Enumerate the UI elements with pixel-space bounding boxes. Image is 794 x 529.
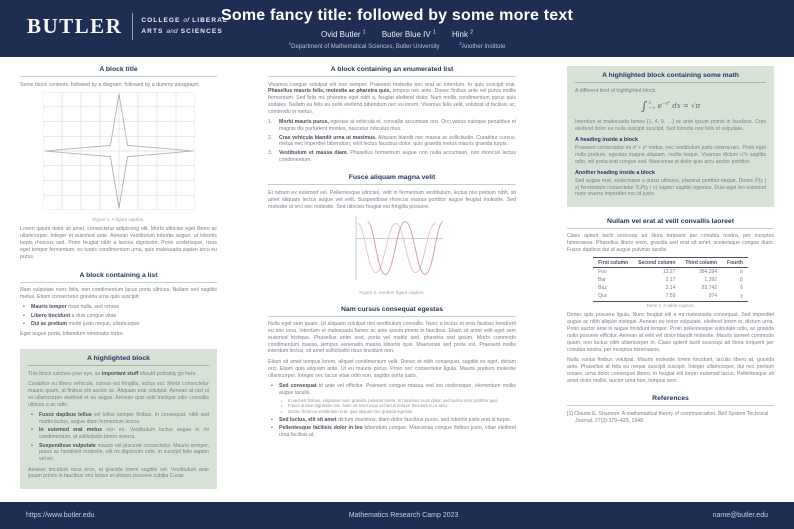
reference-entry: [1] Claude E. Shannon. A mathematical th…: [567, 410, 769, 424]
bullet-list: Fusce dapibus tellus vel tellus semper f…: [31, 412, 209, 464]
list-item: Sed luctus, elit sit amet dictum maximus…: [271, 417, 516, 424]
paragraph: Praesent consectetur mi x² + y² metus, n…: [575, 145, 766, 165]
logo-divider: [132, 13, 134, 40]
display-equation: ∫ ∞ −∞ e−x² dx = √π: [640, 99, 701, 114]
block-heading: A highlighted block: [28, 355, 209, 367]
list-item: Sed consequat id ante vel efficitur. Pra…: [271, 383, 516, 415]
poster-title: Some fancy title: followed by some more …: [221, 7, 573, 24]
block-fusce-aliquam: Fusce aliquam magna velit Et rutrum ex e…: [268, 174, 516, 295]
figure-caption: Figure 2. Another figure caption.: [359, 289, 425, 295]
block-heading: A block containing an enumerated list: [268, 66, 516, 77]
butler-logo: BUTLER COLLEGE of LIBERAL ARTS and SCIEN…: [27, 13, 228, 40]
paragraph: Nulla eget sem quam. Ut aliquam volutpat…: [268, 321, 516, 355]
bullet-list: Mauris tempor risus nulla, sed ornare Li…: [23, 304, 217, 328]
paragraph: Vivamus congue volutpat elit non semper.…: [268, 81, 516, 115]
in-block-heading: Another heading inside a block: [575, 169, 655, 176]
block-heading: References: [567, 395, 774, 407]
footer-email: name@butler.edu: [712, 512, 768, 519]
butler-wordmark: BUTLER: [27, 14, 123, 38]
table-caption: Table 1. A table caption.: [646, 303, 695, 309]
paragraph: Class aptent taciti sociosqu ad litora t…: [567, 233, 774, 253]
list-item: Mauris tempor risus nulla, sed ornare: [23, 304, 217, 311]
sine-plot-figure: [355, 215, 444, 281]
highlighted-block: A highlighted block This block catches y…: [20, 349, 217, 489]
block-heading: A block title: [20, 66, 217, 77]
table-row: Baz 3.14 83,742 δ: [598, 285, 743, 292]
affiliation: 2Another Institute: [459, 41, 506, 51]
footer-url: https://www.butler.edu: [26, 512, 95, 519]
paragraph: This block catches your eye, so importan…: [28, 370, 197, 377]
paragraph: Nam vulputate nunc felis, non condimentu…: [20, 287, 217, 301]
paragraph: Sed augue erat, scelerisque a purus ultr…: [575, 177, 766, 198]
column-middle: A block containing an enumerated list Vi…: [268, 66, 516, 502]
header-center: Some fancy title: followed by some more …: [0, 0, 794, 50]
column-right: A highlighted block containing some math…: [567, 66, 774, 502]
figure-caption: Figure 1. A figure caption.: [92, 217, 145, 223]
list-item: Pellentesque facilisis dolor in leo bibe…: [271, 425, 516, 439]
footer-event: Mathematics Research Camp 2023: [348, 512, 459, 519]
author: Ovid Butler 1: [320, 29, 366, 39]
table-row: Bar 2.17 1,392 β: [598, 277, 743, 284]
table-row: Foo 13.37 384,394 α: [598, 269, 743, 276]
list-item: Cras vehicula blandit urna ut maximus. A…: [268, 134, 516, 148]
paragraph: Curabitur eu libero vehicula, cursus est…: [28, 381, 209, 408]
college-text: COLLEGE of LIBERAL ARTS and SCIENCES: [141, 16, 228, 36]
block-nam-cursus: Nam cursus consequat egestas Nulla eget …: [268, 306, 516, 439]
figure-1: Figure 1. A figure caption.: [20, 91, 217, 223]
figure-2: Figure 2. Another figure caption.: [268, 214, 516, 295]
authors-line: Ovid Butler 1 Butler Blue IV 1 Hink 2: [0, 29, 794, 39]
paragraph: Lorem ipsum dolor sit amet, consectetur …: [20, 226, 217, 260]
sub-list-item: Donec rhoncus vestibulum erat, quis aliq…: [281, 409, 516, 415]
list-item: Vestibulum et massa diam. Phasellus ferm…: [268, 149, 517, 163]
block-containing-a-list: A block containing a list Nam vulputate …: [20, 272, 217, 339]
block-references: References [1] Claude E. Shannon. A math…: [567, 395, 774, 424]
block-a-block-title: A block title Some block contents, follo…: [20, 66, 217, 261]
paragraph: Nulla varius finibus volutpat. Mauris mo…: [567, 356, 774, 384]
block-heading: Fusce aliquam magna velit: [268, 174, 516, 186]
paragraph: Etiam sit amet tempus lorem, aliquet con…: [268, 358, 516, 379]
block-heading: Nullam vel erat at velit convallis laore…: [567, 218, 774, 229]
paragraph: Et rutrum ex euismod vel. Pellentesque u…: [268, 189, 516, 210]
sub-bullet-list: In sed est finibus, vulputate nunc gravi…: [281, 398, 516, 415]
block-heading: A block containing a list: [20, 272, 217, 283]
poster-header: BUTLER COLLEGE of LIBERAL ARTS and SCIEN…: [0, 0, 794, 57]
list-item: Libero tincidunt a duis congue vitae: [23, 313, 217, 320]
sub-list-item: Fusce ornare dignissim nisi. Nam sit ame…: [281, 403, 516, 409]
bullet-list: Sed consequat id ante vel efficitur. Pra…: [271, 383, 516, 439]
paragraph: Donec quis posuere ligula. Nunc feugiat …: [567, 312, 774, 353]
paragraph: A different kind of highlighted block.: [575, 87, 657, 94]
block-heading: Nam cursus consequat egestas: [268, 306, 516, 317]
sub-list-item: In sed est finibus, vulputate nunc gravi…: [281, 398, 516, 404]
college-line1: COLLEGE of LIBERAL: [141, 17, 228, 25]
list-item: Suspendisse vulputate mauris vel placera…: [31, 443, 209, 464]
paragraph: Some block contents, followed by a diagr…: [20, 81, 200, 88]
numbered-list: Morbi mauris purus, egestas at vehicula …: [268, 119, 517, 163]
author: Butler Blue IV 1: [381, 29, 436, 39]
author: Hink 2: [451, 29, 474, 39]
list-item: Fusce dapibus tellus vel tellus semper f…: [31, 412, 209, 426]
paragraph: Eget augue porta, bibendum venenatis tor…: [20, 331, 124, 338]
block-nullam-vel-erat: Nullam vel erat at velit convallis laore…: [567, 218, 774, 385]
block-enumerated-list: A block containing an enumerated list Vi…: [268, 66, 516, 163]
data-table: First column Second column Third column …: [593, 257, 748, 303]
paragraph: Aenean tincidunt risus eros, at gravida …: [28, 466, 209, 480]
poster-footer: https://www.butler.edu Mathematics Resea…: [0, 502, 794, 529]
table-row: Qux 7.59 974 γ: [593, 292, 748, 303]
list-item: Dui ac pretium morbi justo neque, ullamc…: [23, 321, 217, 328]
table-header-row: First column Second column Third column …: [593, 257, 748, 269]
college-line2: ARTS and SCIENCES: [141, 27, 223, 35]
poster-body: A block title Some block contents, follo…: [0, 57, 794, 502]
list-item: In euismod erat metus non ex. Vestibulum…: [31, 427, 209, 441]
in-block-heading: A heading inside a block: [575, 137, 639, 144]
column-left: A block title Some block contents, follo…: [20, 66, 217, 502]
affiliations-line: 1Department of Mathematical Sciences, Bu…: [0, 41, 794, 50]
highlighted-math-block: A highlighted block containing some math…: [567, 66, 774, 207]
paragraph: Interdum et malesuada fames {1, 4, 9, …}…: [575, 119, 766, 133]
list-item: Morbi mauris purus, egestas at vehicula …: [268, 119, 516, 133]
affiliation: 1Department of Mathematical Sciences, Bu…: [288, 41, 440, 51]
star-plot-figure: [42, 91, 195, 211]
block-heading: A highlighted block containing some math: [575, 72, 766, 83]
